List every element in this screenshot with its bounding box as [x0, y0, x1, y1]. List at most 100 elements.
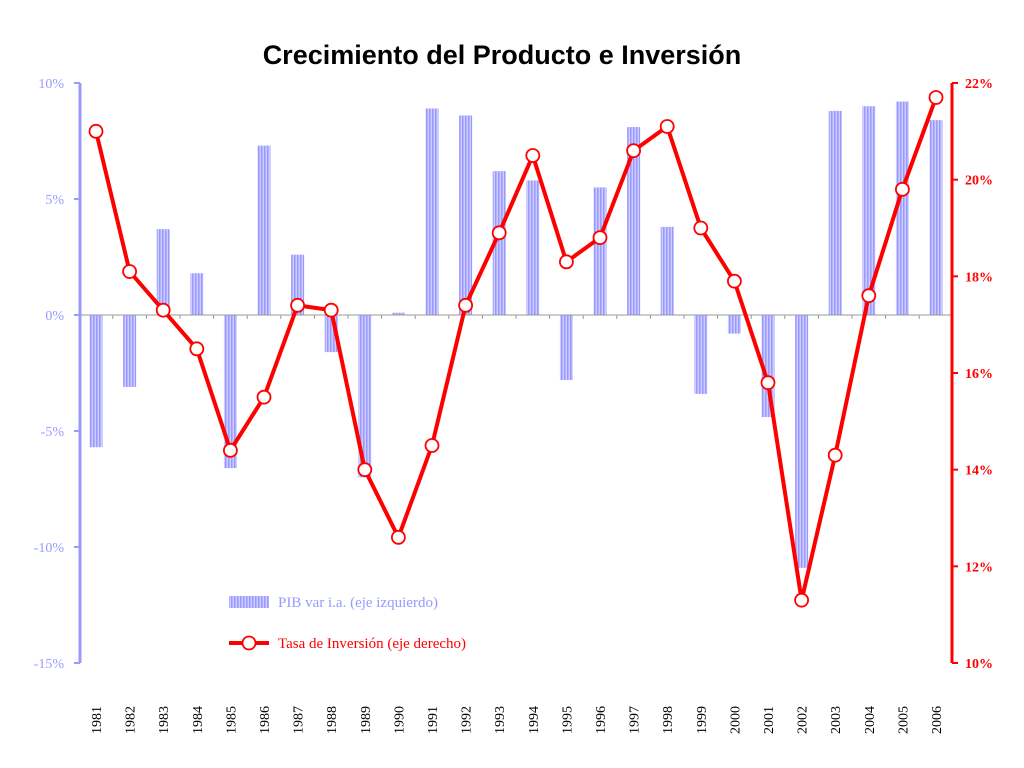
legend-marker-swatch — [241, 635, 257, 651]
investment-point-1994 — [525, 148, 541, 163]
x-tick-label-1992: 1992 — [460, 706, 475, 734]
investment-point-1999 — [693, 220, 709, 236]
investment-point-1982 — [122, 264, 138, 279]
investment-point-1995 — [559, 254, 574, 270]
bar-1999 — [694, 315, 708, 394]
x-tick-label-1986: 1986 — [258, 706, 273, 734]
bar-1998 — [660, 226, 674, 315]
line-layer — [88, 90, 944, 608]
right-tick-label: 14% — [965, 464, 993, 479]
bar-1983 — [156, 229, 170, 315]
bar-1992 — [459, 115, 473, 315]
investment-point-2006 — [928, 90, 944, 105]
x-tick-label-2001: 2001 — [762, 706, 777, 734]
left-tick-label: -10% — [34, 541, 65, 556]
bar-2000 — [727, 315, 741, 334]
bar-1984 — [190, 273, 204, 315]
x-tick-label-1981: 1981 — [90, 706, 105, 734]
x-tick-label-1984: 1984 — [191, 706, 206, 734]
x-tick-label-2004: 2004 — [863, 706, 878, 734]
investment-point-1987 — [290, 297, 306, 313]
left-tick-label: -5% — [41, 425, 65, 440]
legend-label-inversion: Tasa de Inversión (eje derecho) — [278, 636, 466, 652]
x-tick-label-1983: 1983 — [157, 706, 172, 734]
bar-1995 — [559, 315, 573, 380]
investment-point-1985 — [222, 442, 238, 458]
x-tick-label-2000: 2000 — [728, 706, 743, 734]
investment-point-2005 — [895, 181, 910, 197]
x-tick-label-2005: 2005 — [896, 706, 911, 734]
x-tick-label-1982: 1982 — [124, 706, 139, 734]
bar-1991 — [425, 108, 439, 316]
investment-point-1996 — [592, 230, 608, 246]
investment-point-1983 — [155, 302, 171, 318]
x-tick-label-2003: 2003 — [829, 706, 844, 734]
bar-2002 — [795, 315, 809, 568]
right-tick-label: 12% — [965, 560, 993, 575]
legend-bar-swatch — [229, 596, 269, 608]
right-tick-label: 10% — [965, 657, 993, 672]
bar-2005 — [895, 101, 909, 315]
investment-point-2001 — [760, 375, 776, 391]
bar-1994 — [526, 180, 540, 315]
bar-1985 — [223, 315, 237, 469]
bar-1981 — [89, 315, 103, 448]
investment-point-1988 — [323, 302, 339, 318]
x-tick-label-1998: 1998 — [661, 706, 676, 734]
investment-line — [94, 96, 938, 603]
x-tick-label-1994: 1994 — [527, 706, 542, 734]
legend-label-pib: PIB var i.a. (eje izquierdo) — [278, 595, 438, 611]
bar-1989 — [358, 315, 372, 478]
x-tick-label-2006: 2006 — [930, 706, 945, 734]
bar-1982 — [123, 315, 137, 387]
bar-1997 — [627, 127, 641, 315]
investment-point-1989 — [357, 462, 373, 478]
investment-point-2000 — [727, 273, 742, 289]
bars-layer — [89, 101, 943, 568]
x-tick-label-1990: 1990 — [392, 706, 407, 734]
chart-title: Crecimiento del Producto e Inversión — [262, 40, 742, 70]
investment-point-1992 — [458, 297, 474, 313]
bar-2004 — [862, 106, 876, 315]
investment-point-1990 — [390, 529, 406, 545]
legend: PIB var i.a. (eje izquierdo) Tasa de Inve… — [229, 595, 466, 652]
bar-2003 — [828, 110, 842, 315]
left-tick-label: -15% — [34, 657, 65, 672]
investment-point-2004 — [861, 288, 877, 304]
x-tick-label-1987: 1987 — [292, 706, 307, 734]
right-tick-label: 18% — [965, 270, 993, 285]
x-tick-label-1997: 1997 — [628, 706, 643, 734]
left-tick-label: 0% — [45, 309, 64, 324]
investment-point-2003 — [827, 447, 843, 463]
investment-point-1981 — [88, 123, 104, 139]
right-tick-label: 22% — [965, 77, 993, 92]
investment-point-1993 — [491, 225, 507, 241]
bar-1996 — [593, 187, 607, 315]
x-tick-label-1988: 1988 — [325, 706, 340, 734]
investment-point-2002 — [794, 592, 809, 608]
investment-point-1997 — [626, 143, 641, 159]
left-tick-label: 5% — [45, 193, 64, 208]
right-tick-label: 16% — [965, 367, 993, 382]
bar-2006 — [929, 120, 943, 316]
bar-1986 — [257, 145, 271, 315]
investment-point-1984 — [189, 341, 205, 357]
x-tick-label-1995: 1995 — [560, 706, 575, 734]
investment-point-1991 — [424, 438, 440, 453]
x-tick-label-1999: 1999 — [695, 706, 710, 734]
x-tick-label-2002: 2002 — [796, 706, 811, 734]
axes-layer: 10% 5% 0% -5% -10% -15% 22% 20% 18% 16% 14% 12% 10% 1… — [34, 77, 993, 734]
bar-1990 — [391, 312, 405, 315]
investment-point-1998 — [659, 119, 675, 134]
x-tick-label-1989: 1989 — [359, 706, 374, 734]
x-tick-label-1993: 1993 — [493, 706, 508, 734]
left-tick-label: 10% — [38, 77, 64, 92]
x-tick-label-1991: 1991 — [426, 706, 441, 734]
right-tick-label: 20% — [965, 174, 993, 189]
x-tick-label-1985: 1985 — [224, 706, 239, 734]
investment-point-1986 — [256, 389, 272, 405]
x-tick-label-1996: 1996 — [594, 706, 609, 734]
bar-1993 — [492, 171, 506, 315]
